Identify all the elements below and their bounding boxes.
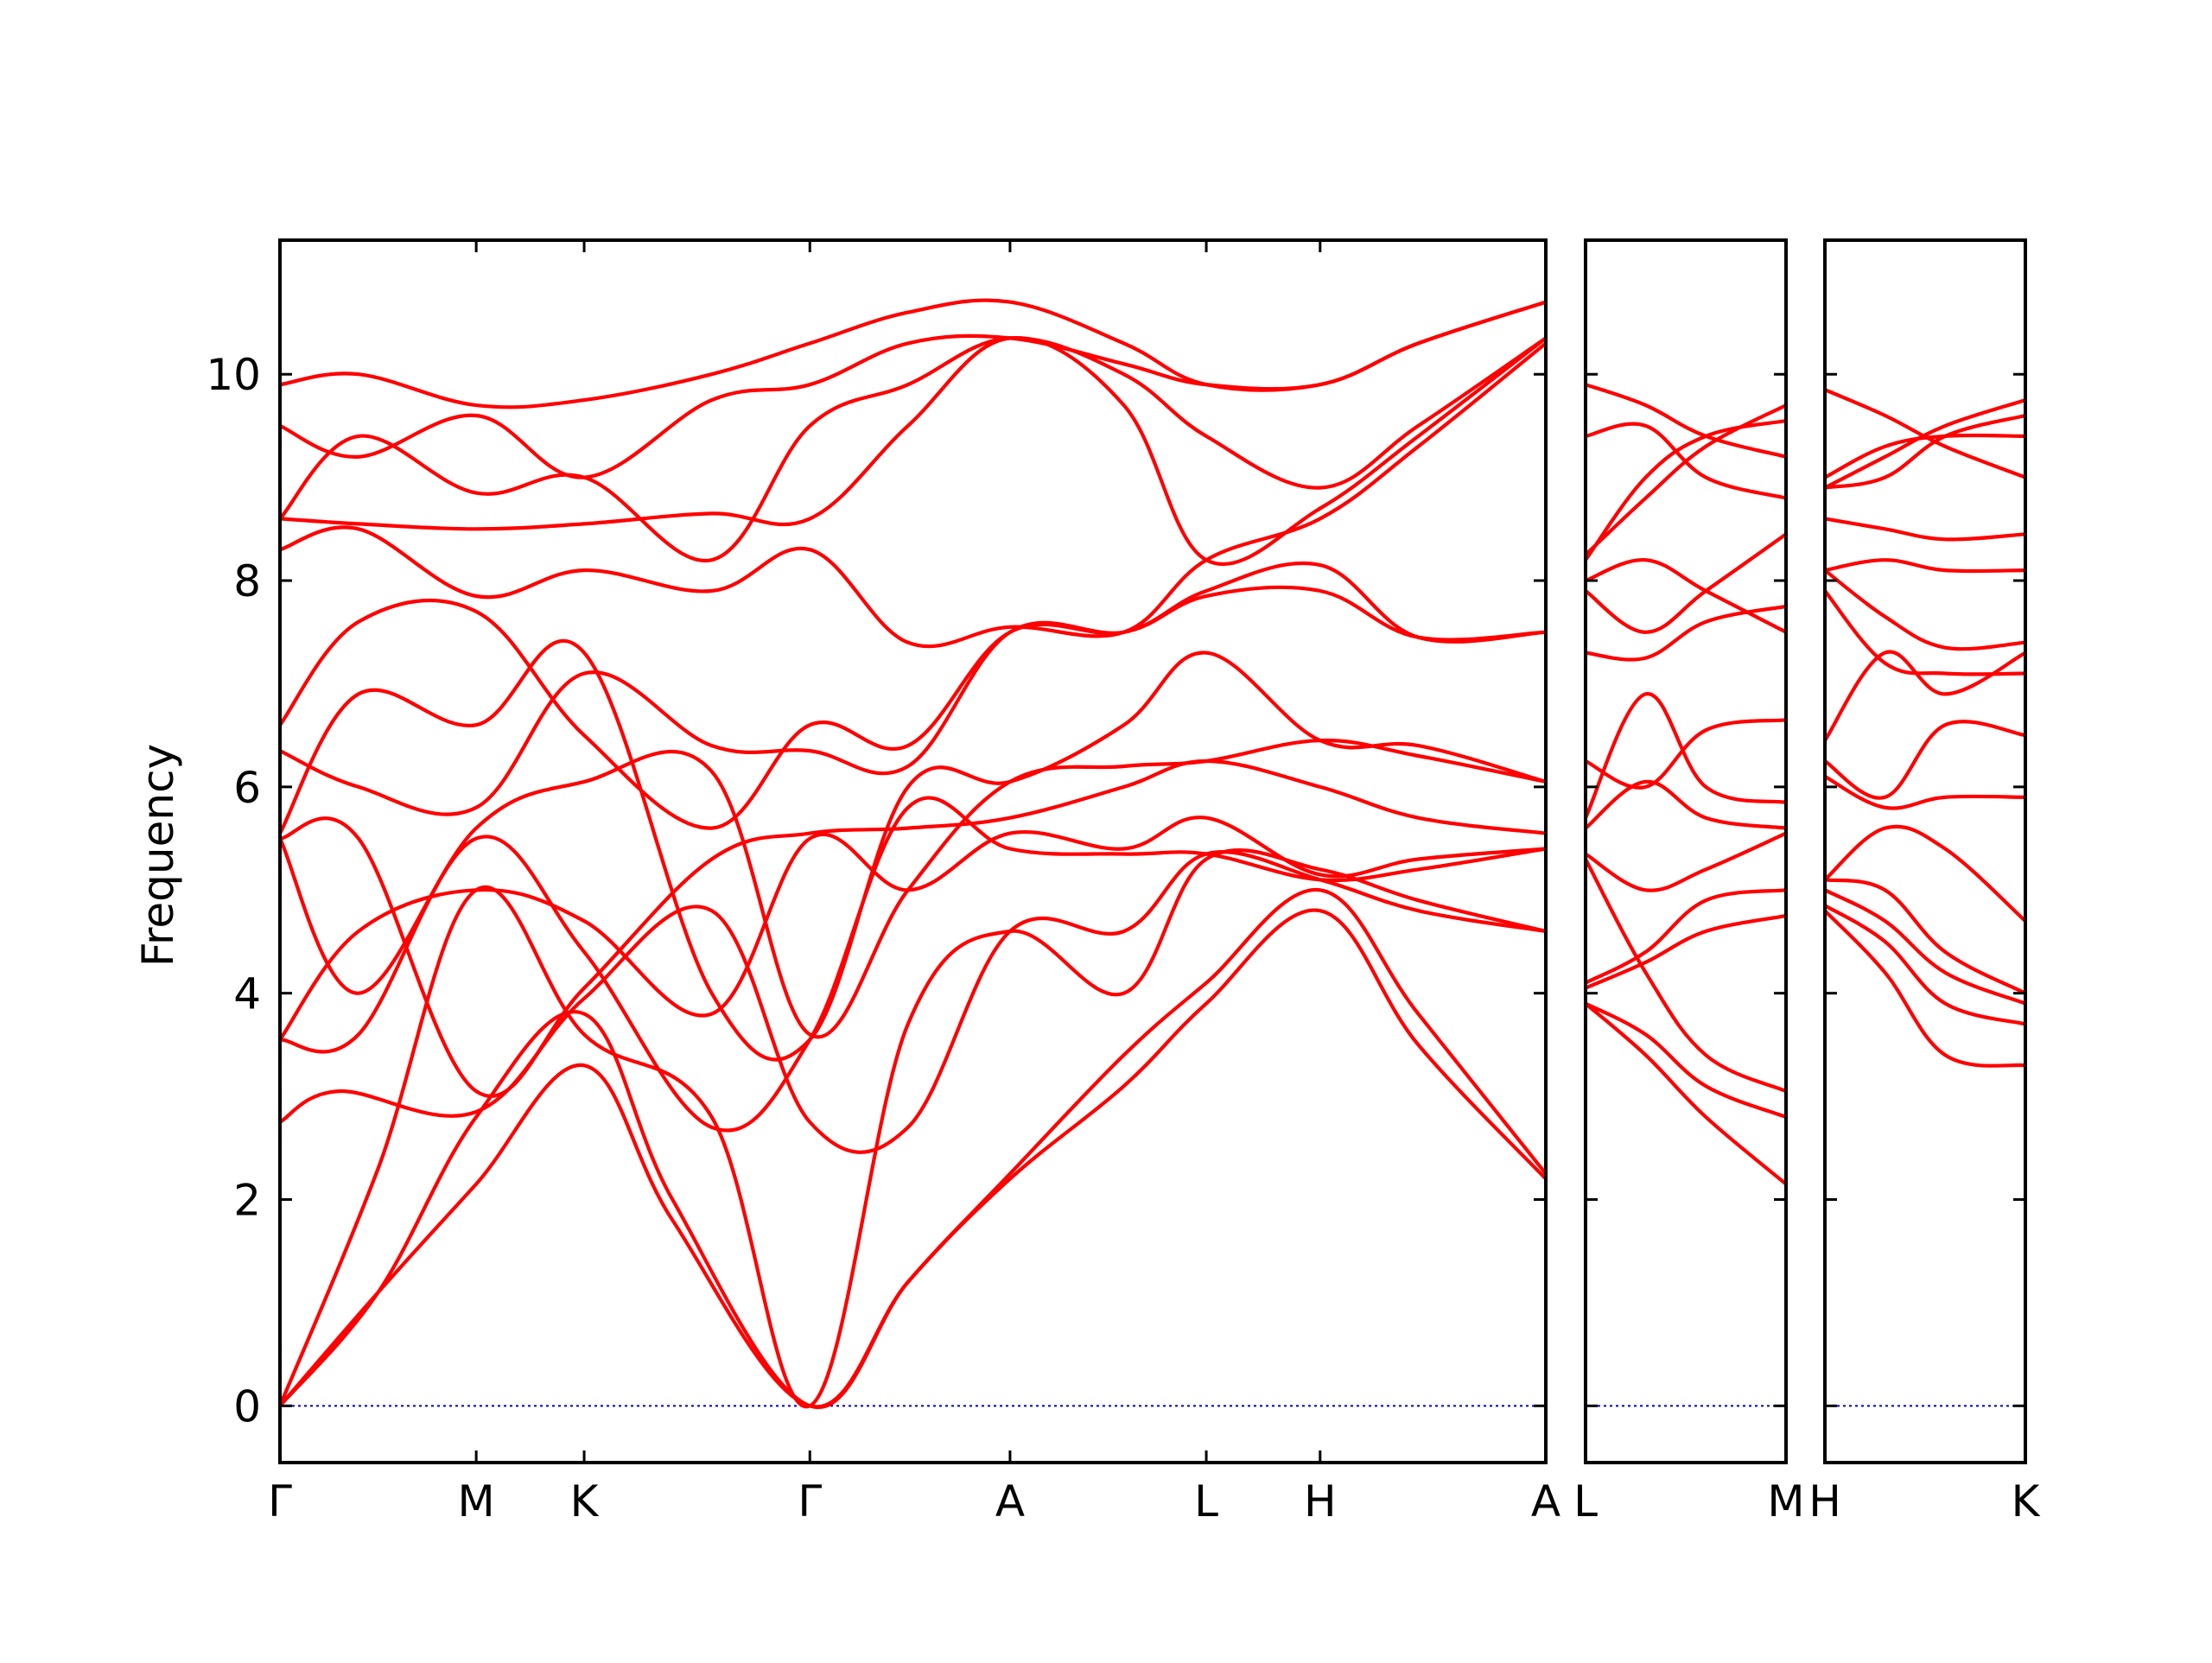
band-line-10 bbox=[1583, 604, 1789, 662]
panel-frame bbox=[278, 238, 1548, 1464]
band-line-4 bbox=[1822, 878, 2028, 995]
band-line-7 bbox=[277, 759, 1548, 1098]
band-line-10 bbox=[1822, 568, 2028, 651]
band-line-16 bbox=[277, 298, 1548, 409]
band-line-2 bbox=[1583, 1001, 1789, 1120]
band-line-12 bbox=[1822, 517, 2028, 542]
band-line-13 bbox=[277, 336, 1548, 567]
band-line-14 bbox=[1583, 403, 1789, 557]
band-line-12 bbox=[1583, 558, 1789, 634]
x-tick-label: K bbox=[570, 1476, 600, 1527]
band-line-3 bbox=[1822, 888, 2028, 1006]
y-tick-label: 8 bbox=[233, 556, 261, 606]
band-line-5 bbox=[1583, 857, 1789, 1094]
band-line-2 bbox=[277, 888, 1548, 1410]
x-tick-label: L bbox=[1194, 1476, 1218, 1527]
band-line-7 bbox=[1583, 779, 1789, 830]
x-tick-label: H bbox=[1808, 1476, 1841, 1527]
band-line-15 bbox=[1583, 422, 1789, 500]
band-line-3 bbox=[277, 847, 1548, 1409]
band-line-11 bbox=[277, 561, 1548, 830]
band-line-16 bbox=[1583, 383, 1789, 459]
y-tick-label: 10 bbox=[206, 350, 261, 400]
band-line-1 bbox=[1583, 1001, 1789, 1186]
x-tick-label: A bbox=[995, 1476, 1025, 1527]
band-line-9 bbox=[1583, 718, 1789, 790]
band-line-1 bbox=[277, 908, 1548, 1409]
x-tick-label: A bbox=[1531, 1476, 1560, 1527]
band-line-6 bbox=[1822, 774, 2028, 810]
x-tick-label: Γ bbox=[268, 1476, 292, 1527]
band-line-11 bbox=[1583, 532, 1789, 634]
x-tick-label: M bbox=[1767, 1476, 1804, 1527]
band-line-8 bbox=[1822, 650, 2028, 743]
x-tick-label: M bbox=[458, 1476, 495, 1527]
band-line-14 bbox=[277, 336, 1548, 563]
band-line-8 bbox=[277, 738, 1548, 1039]
band-line-10 bbox=[277, 585, 1548, 816]
band-line-5 bbox=[1822, 824, 2028, 924]
band-line-9 bbox=[1822, 588, 2028, 676]
band-line-13 bbox=[1583, 418, 1789, 562]
panel-1: 0 2 4 6 8 10 Γ M K Γ A L H A bbox=[206, 238, 1560, 1527]
band-line-12 bbox=[277, 341, 1548, 649]
x-tick-label: K bbox=[2012, 1476, 2041, 1527]
band-line-4 bbox=[1583, 888, 1789, 985]
panel-frame bbox=[1823, 238, 2027, 1464]
y-tick-label: 4 bbox=[233, 969, 261, 1019]
y-tick-label: 0 bbox=[233, 1381, 261, 1431]
band-line-3 bbox=[1583, 914, 1789, 990]
band-line-1 bbox=[1822, 909, 2028, 1068]
band-line-11 bbox=[1822, 558, 2028, 574]
x-tick-label: Γ bbox=[798, 1476, 822, 1527]
band-line-15 bbox=[1822, 388, 2028, 479]
band-line-16 bbox=[1822, 433, 2028, 479]
band-line-15 bbox=[277, 300, 1548, 479]
band-line-5 bbox=[277, 796, 1548, 1133]
band-line-7 bbox=[1822, 720, 2028, 800]
y-tick-label: 2 bbox=[233, 1176, 261, 1226]
band-line-9 bbox=[277, 638, 1548, 1062]
band-line-6 bbox=[277, 816, 1548, 1042]
band-line-4 bbox=[277, 850, 1548, 1154]
y-axis-label: Frequency bbox=[133, 744, 183, 967]
band-line-6 bbox=[1583, 831, 1789, 892]
x-tick-label: L bbox=[1573, 1476, 1598, 1527]
band-line-8 bbox=[1583, 692, 1789, 820]
panel-frame bbox=[1584, 238, 1788, 1464]
band-line-2 bbox=[1822, 904, 2028, 1026]
x-tick-label: H bbox=[1304, 1476, 1337, 1527]
y-tick-label: 6 bbox=[233, 763, 261, 813]
band-line-14 bbox=[1822, 398, 2028, 490]
band-line-13 bbox=[1822, 413, 2028, 490]
